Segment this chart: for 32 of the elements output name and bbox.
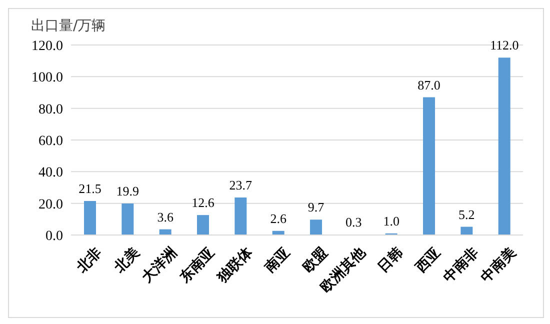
data-label: 2.6 bbox=[270, 210, 287, 226]
data-label: 12.6 bbox=[192, 195, 215, 210]
data-label: 3.6 bbox=[157, 209, 174, 224]
data-label: 9.7 bbox=[308, 200, 325, 215]
y-axis-title: 出口量/万辆 bbox=[31, 17, 106, 35]
bar bbox=[310, 220, 322, 235]
bar bbox=[84, 200, 96, 235]
bar bbox=[423, 97, 435, 235]
data-label: 19.9 bbox=[116, 183, 140, 198]
x-tick-label: 南亚 bbox=[261, 244, 294, 277]
x-tick-label: 日韩 bbox=[375, 244, 406, 276]
y-tick-label: 120.0 bbox=[32, 38, 63, 54]
x-tick-label: 北非 bbox=[73, 244, 105, 277]
data-label: 87.0 bbox=[418, 77, 440, 92]
bar bbox=[197, 215, 209, 235]
y-tick-label: 40.0 bbox=[38, 166, 63, 181]
data-label: 0.3 bbox=[346, 214, 362, 230]
bar bbox=[234, 197, 247, 235]
data-label: 1.0 bbox=[383, 213, 400, 228]
bar bbox=[122, 203, 134, 235]
y-tick-label: 60.0 bbox=[38, 134, 63, 149]
y-tick-label: 100.0 bbox=[32, 70, 63, 86]
data-label: 23.7 bbox=[229, 177, 253, 192]
y-tick-label: 0.0 bbox=[46, 228, 63, 244]
data-label: 112.0 bbox=[490, 38, 519, 53]
x-tick-label: 欧盟 bbox=[300, 244, 331, 276]
data-label: 21.5 bbox=[78, 180, 102, 196]
bar bbox=[460, 226, 473, 235]
y-tick-label: 20.0 bbox=[38, 197, 63, 212]
data-label: 5.2 bbox=[458, 206, 475, 222]
y-tick-label: 80.0 bbox=[38, 102, 63, 118]
bar bbox=[498, 58, 510, 235]
